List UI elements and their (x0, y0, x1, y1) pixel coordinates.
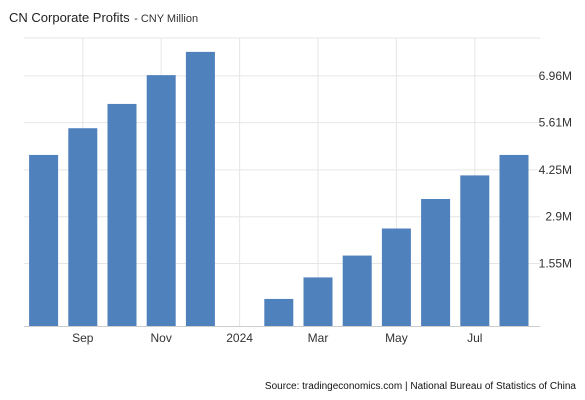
x-tick-label: 2024 (226, 331, 253, 345)
source-credit: Source: tradingeconomics.com | National … (264, 381, 576, 392)
y-tick-label: 6.96M (539, 69, 572, 83)
bar (381, 228, 411, 326)
y-tick-label: 5.61M (539, 116, 572, 130)
chart-title-unit: - CNY Million (134, 13, 199, 25)
x-tick-label: Jul (467, 331, 482, 345)
bar (460, 175, 490, 326)
bar (185, 51, 215, 326)
x-tick-label: Sep (72, 331, 94, 345)
y-tick-label: 4.25M (539, 163, 572, 177)
bar (107, 103, 137, 327)
x-tick-label: Nov (151, 331, 172, 345)
chart-title-main: CN Corporate Profits (9, 10, 130, 25)
x-tick-label: Mar (308, 331, 329, 345)
bar (303, 277, 333, 326)
bar (499, 154, 529, 326)
bar (421, 199, 451, 326)
y-tick-label: 1.55M (539, 257, 572, 271)
chart-title: CN Corporate Profits - CNY Million (9, 9, 198, 27)
bar (29, 154, 59, 326)
bar (146, 75, 176, 326)
y-tick-label: 2.9M (545, 210, 572, 224)
x-tick-label: May (385, 331, 408, 345)
bar (68, 128, 98, 326)
bar (342, 255, 372, 326)
bar (264, 298, 294, 326)
